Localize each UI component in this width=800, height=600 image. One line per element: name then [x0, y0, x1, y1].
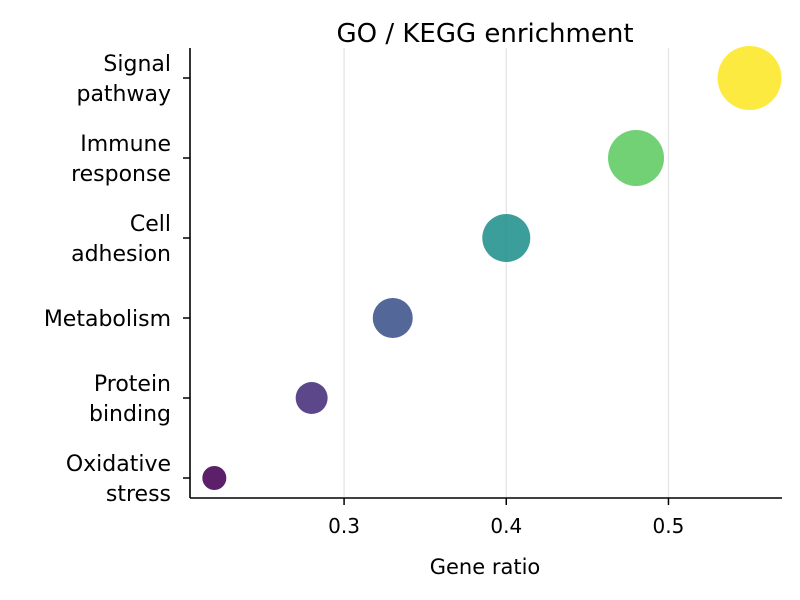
- x-tick-label: 0.3: [328, 514, 360, 538]
- data-point: [372, 298, 413, 338]
- data-point: [202, 466, 227, 490]
- y-tick-label: Metabolism: [44, 307, 171, 332]
- data-point: [717, 46, 782, 110]
- x-tick-label: 0.5: [653, 514, 685, 538]
- chart-title: GO / KEGG enrichment: [336, 19, 633, 49]
- y-tick-label: Cell adhesion: [71, 212, 171, 267]
- x-tick-labels: 0.3 0.4 0.5: [328, 514, 684, 538]
- y-tick-label: Immune response: [71, 132, 171, 187]
- y-tick-label: Oxidative stress: [66, 452, 171, 507]
- data-points: [202, 46, 782, 490]
- x-axis-label: Gene ratio: [430, 555, 541, 579]
- data-point: [482, 214, 531, 262]
- y-tick-label: Protein binding: [89, 372, 171, 427]
- grid-lines: [343, 48, 670, 498]
- y-tick-label: Signal pathway: [76, 52, 171, 107]
- x-tick-label: 0.4: [490, 514, 522, 538]
- data-point: [608, 130, 665, 186]
- data-point: [295, 382, 328, 414]
- y-tick-labels: Oxidative stress Protein binding Metabolism C…: [44, 52, 171, 507]
- axes: [183, 48, 782, 505]
